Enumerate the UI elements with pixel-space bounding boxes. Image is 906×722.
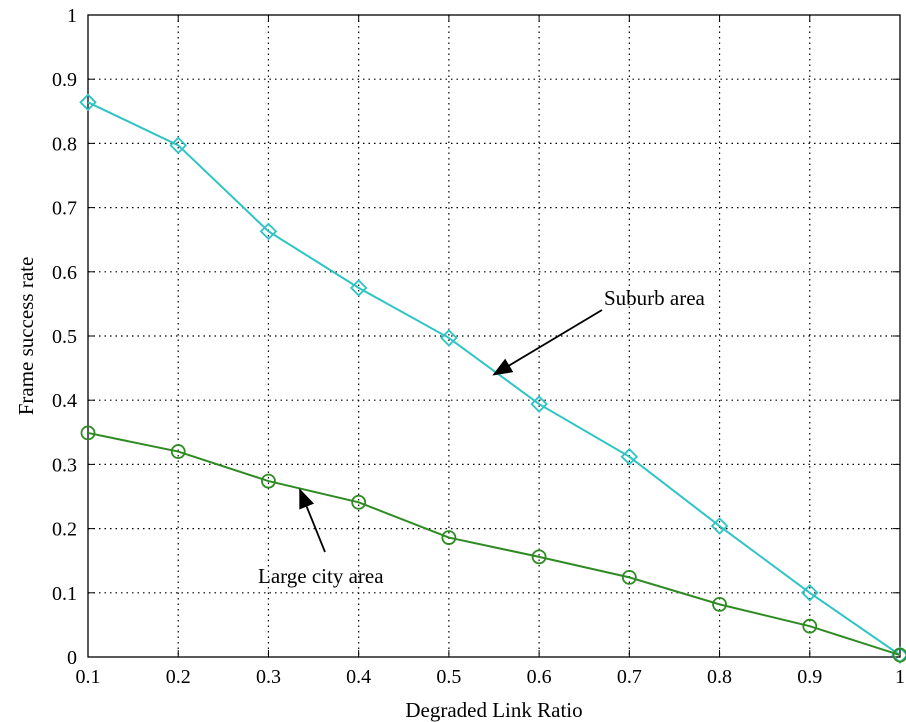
data-point-diamond <box>440 329 458 347</box>
y-tick-label: 0.3 <box>52 454 77 476</box>
data-point-diamond <box>620 447 639 466</box>
annotation: Large city area <box>258 488 384 588</box>
data-point-circle <box>170 444 186 459</box>
annotations: Suburb area Large city area <box>258 286 706 588</box>
y-tick-label: 0 <box>67 647 77 669</box>
annotation-label: Large city area <box>258 564 384 588</box>
x-tick-label: 0.9 <box>797 666 822 688</box>
x-tick-label: 0.1 <box>76 666 101 688</box>
series-line <box>87 431 901 657</box>
y-axis-label: Frame success rate <box>14 257 38 416</box>
annotation-arrow <box>299 488 326 553</box>
y-tick-label: 0.4 <box>52 390 77 412</box>
data-point-diamond <box>530 395 548 413</box>
grid-lines <box>88 15 900 657</box>
x-tick-label: 0.6 <box>527 666 552 688</box>
y-tick-label: 0.5 <box>52 326 77 348</box>
x-tick-label: 1 <box>895 666 905 688</box>
y-tick-label: 0.2 <box>52 519 77 541</box>
x-tick-label: 0.8 <box>707 666 732 688</box>
data-point-circle <box>892 647 906 663</box>
data-point-diamond <box>79 93 97 112</box>
data-point-circle <box>531 549 547 565</box>
data-point-circle <box>802 618 818 634</box>
x-tick-label: 0.5 <box>436 666 461 688</box>
axis-ticks: 0.1 0.2 0.3 0.4 0.5 0.6 0.7 0.8 0.9 100.10.20.30.… <box>52 5 905 688</box>
data-point-diamond <box>169 136 187 155</box>
y-tick-label: 0.6 <box>52 262 77 284</box>
data-point-diamond <box>710 517 729 535</box>
y-tick-label: 0.7 <box>52 198 77 220</box>
y-tick-label: 1 <box>67 5 77 27</box>
y-tick-label: 0.1 <box>52 583 77 605</box>
x-tick-label: 0.3 <box>256 666 281 688</box>
y-tick-label: 0.8 <box>52 133 77 155</box>
series-line <box>87 101 901 656</box>
data-point-circle <box>621 569 637 585</box>
series-layer <box>79 93 906 664</box>
data-point-diamond <box>801 584 819 602</box>
series-suburb-area <box>79 93 906 664</box>
x-tick-label: 0.4 <box>346 666 371 688</box>
data-point-diamond <box>259 222 278 241</box>
series-large-city-area <box>80 425 906 663</box>
data-point-circle <box>712 596 727 612</box>
y-tick-label: 0.9 <box>52 69 77 91</box>
annotation: Suburb area <box>492 286 706 376</box>
annotation-label: Suburb area <box>604 286 706 310</box>
data-point-diamond <box>349 279 368 297</box>
data-point-circle <box>351 494 367 510</box>
x-axis-label: Degraded Link Ratio <box>405 698 582 722</box>
data-point-circle <box>261 473 276 489</box>
data-point-circle <box>441 530 457 545</box>
x-tick-label: 0.2 <box>166 666 191 688</box>
x-tick-label: 0.7 <box>617 666 642 688</box>
data-point-circle <box>80 425 96 441</box>
annotation-arrow <box>492 309 603 376</box>
